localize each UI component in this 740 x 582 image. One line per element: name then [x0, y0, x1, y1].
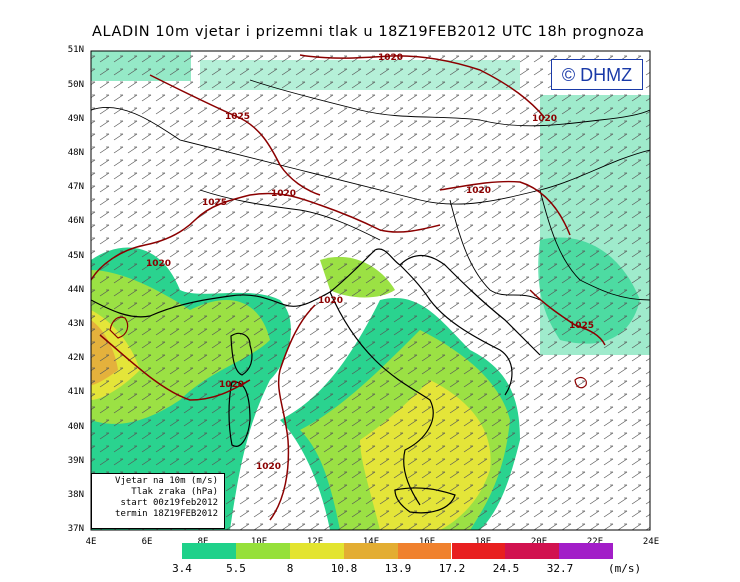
legend-value: 13.9 [384, 562, 412, 575]
legend-unit: (m/s) [608, 562, 642, 575]
isobar-label: 1020 [466, 186, 491, 196]
isobar-label: 1020 [219, 380, 244, 390]
isobar-label: 1020 [271, 189, 296, 199]
lat-label: 48N [67, 148, 84, 158]
info-line: Tlak zraka (hPa) [131, 487, 218, 497]
legend-value: 8 [286, 562, 294, 575]
lat-label: 38N [67, 490, 84, 500]
legend-swatch [451, 543, 506, 559]
lat-label: 37N [67, 524, 84, 534]
lat-label: 41N [67, 387, 84, 397]
map-frame [90, 50, 651, 531]
lon-label: 10E [250, 537, 268, 547]
isobars [91, 54, 606, 521]
lat-label: 45N [67, 251, 84, 261]
lon-label: 12E [306, 537, 324, 547]
legend-swatch [397, 543, 452, 559]
lon-label: 8E [197, 537, 209, 547]
legend-swatch [235, 543, 290, 559]
legend-swatch [289, 543, 344, 559]
info-line: Vjetar na 10m (m/s) [115, 476, 218, 486]
lat-label: 40N [67, 422, 84, 432]
color-legend [182, 543, 614, 559]
lon-label: 14E [362, 537, 380, 547]
lat-label: 39N [67, 456, 84, 466]
isobar-label: 1020 [532, 114, 557, 124]
lon-label: 6E [141, 537, 153, 547]
legend-value: 10.8 [330, 562, 358, 575]
legend-swatch [505, 543, 560, 559]
wind-vectors [91, 51, 650, 530]
isobar-label: 1025 [569, 321, 594, 331]
legend-value: 5.5 [226, 562, 246, 575]
dhmz-logo: © DHMZ [551, 59, 643, 90]
lat-label: 49N [67, 114, 84, 124]
lon-label: 20E [530, 537, 548, 547]
legend-value: 24.5 [492, 562, 520, 575]
lat-label: 43N [67, 319, 84, 329]
isobar-label: 1025 [225, 112, 250, 122]
coastlines [91, 248, 541, 514]
lon-label: 22E [586, 537, 604, 547]
legend-value: 3.4 [172, 562, 192, 575]
lat-label: 42N [67, 353, 84, 363]
legend-swatch [559, 543, 614, 559]
info-box: Vjetar na 10m (m/s) Tlak zraka (hPa) sta… [91, 473, 225, 529]
info-line: termin 18Z19FEB2012 [115, 509, 218, 519]
isobar-label: 1020 [146, 259, 171, 269]
lat-label: 50N [67, 80, 84, 90]
legend-swatch [182, 543, 236, 559]
legend-swatch [343, 543, 398, 559]
lon-label: 4E [85, 537, 97, 547]
legend-value: 17.2 [438, 562, 466, 575]
isobar-label: 1020 [378, 53, 403, 63]
map-title: ALADIN 10m vjetar i prizemni tlak u 18Z1… [92, 4, 662, 44]
lat-label: 47N [67, 182, 84, 192]
lat-label: 44N [67, 285, 84, 295]
lat-label: 46N [67, 216, 84, 226]
isobar-label: 1020 [256, 462, 281, 472]
isobar-label: 1025 [202, 198, 227, 208]
info-line: start 00z19feb2012 [120, 498, 218, 508]
lon-label: 16E [418, 537, 436, 547]
isobar-labels: 1020 1025 1020 1020 1025 1020 1020 1020 … [146, 53, 594, 472]
country-borders [91, 79, 650, 301]
legend-value: 32.7 [546, 562, 574, 575]
title-text: ALADIN 10m vjetar i prizemni tlak u 18Z1… [92, 24, 645, 40]
lat-label: 51N [67, 45, 84, 55]
lon-label: 18E [474, 537, 492, 547]
lon-label: 24E [642, 537, 660, 547]
isobar-label: 1020 [318, 296, 343, 306]
